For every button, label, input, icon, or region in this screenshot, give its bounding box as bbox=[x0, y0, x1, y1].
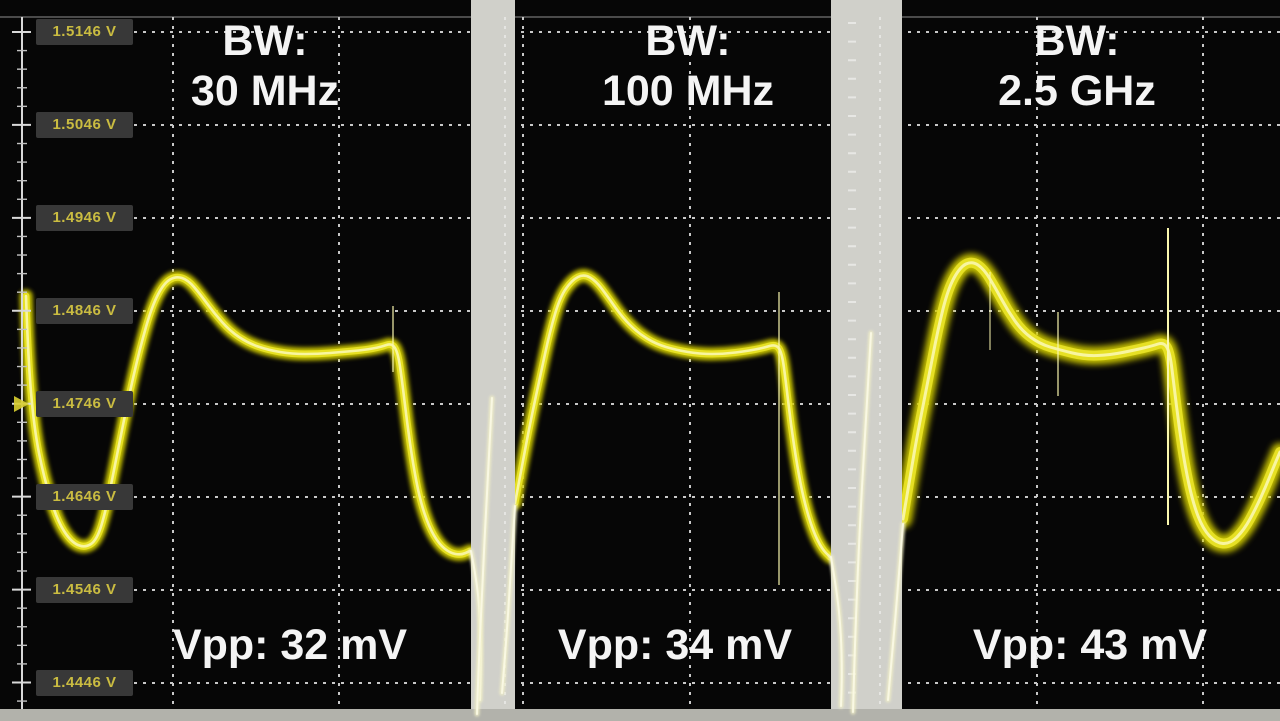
waveform-trace-panel1 bbox=[19, 270, 477, 561]
waveform-trace-panel3 bbox=[894, 228, 1280, 553]
waveform-trace-panel2 bbox=[508, 269, 837, 585]
channel-marker-icon bbox=[14, 396, 29, 412]
seam-divider-2 bbox=[831, 0, 902, 709]
